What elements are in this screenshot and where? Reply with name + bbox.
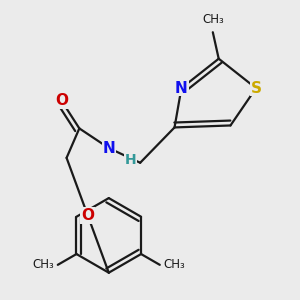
Text: CH₃: CH₃: [164, 258, 185, 271]
Text: CH₃: CH₃: [202, 13, 224, 26]
Text: N: N: [102, 140, 115, 155]
Text: O: O: [55, 93, 68, 108]
Text: O: O: [81, 208, 94, 223]
Text: N: N: [175, 81, 188, 96]
Text: H: H: [124, 153, 136, 167]
Text: CH₃: CH₃: [32, 258, 54, 271]
Text: S: S: [250, 81, 262, 96]
